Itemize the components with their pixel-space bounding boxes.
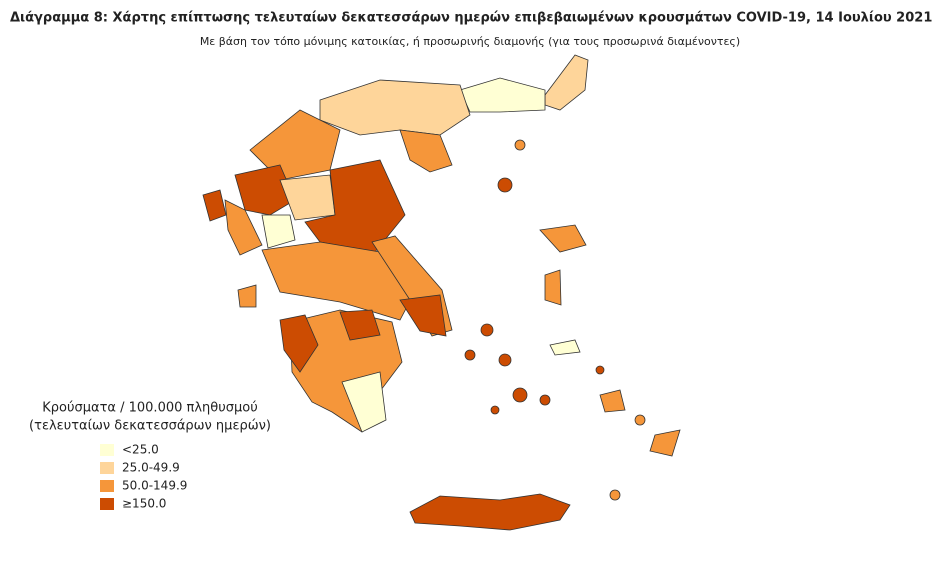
legend-label: ≥150.0 [122, 497, 166, 511]
subtitle: Με βάση τον τόπο μόνιμης κατοικίας, ή πρ… [200, 35, 740, 48]
region [279, 174, 336, 221]
region [514, 139, 526, 151]
region [539, 224, 587, 253]
region [539, 394, 551, 406]
legend-label: 50.0-149.9 [122, 479, 187, 493]
region [599, 389, 626, 413]
region [399, 294, 447, 337]
region [319, 79, 471, 136]
region [237, 284, 257, 308]
legend-swatch [100, 498, 114, 510]
region [279, 314, 319, 373]
region [341, 371, 387, 433]
region [234, 164, 296, 216]
region [459, 77, 546, 113]
region [549, 339, 581, 356]
region [498, 353, 512, 367]
region [595, 365, 605, 375]
region [490, 405, 500, 415]
region [261, 214, 296, 249]
legend-swatch [100, 462, 114, 474]
region [464, 349, 476, 361]
region [544, 269, 562, 306]
region [409, 493, 571, 531]
region [480, 323, 494, 337]
legend-title: Κρούσματα / 100.000 πληθυσμού [42, 401, 257, 416]
region [512, 387, 528, 403]
region [609, 489, 621, 501]
legend-subtitle: (τελευταίων δεκατεσσάρων ημερών) [29, 419, 271, 434]
legend: <25.0 25.0-49.9 50.0-149.9 ≥150.0 [100, 443, 187, 511]
legend-swatch [100, 480, 114, 492]
legend-label: 25.0-49.9 [122, 461, 180, 475]
region [339, 309, 381, 341]
region [497, 177, 513, 193]
legend-swatch [100, 444, 114, 456]
region [224, 199, 263, 256]
region [202, 189, 227, 222]
region [634, 414, 646, 426]
region [649, 429, 681, 457]
region [399, 129, 453, 173]
region [544, 54, 589, 111]
title: Διάγραμμα 8: Χάρτης επίπτωσης τελευταίων… [10, 11, 932, 26]
greece-map [202, 54, 681, 531]
legend-label: <25.0 [122, 443, 159, 457]
